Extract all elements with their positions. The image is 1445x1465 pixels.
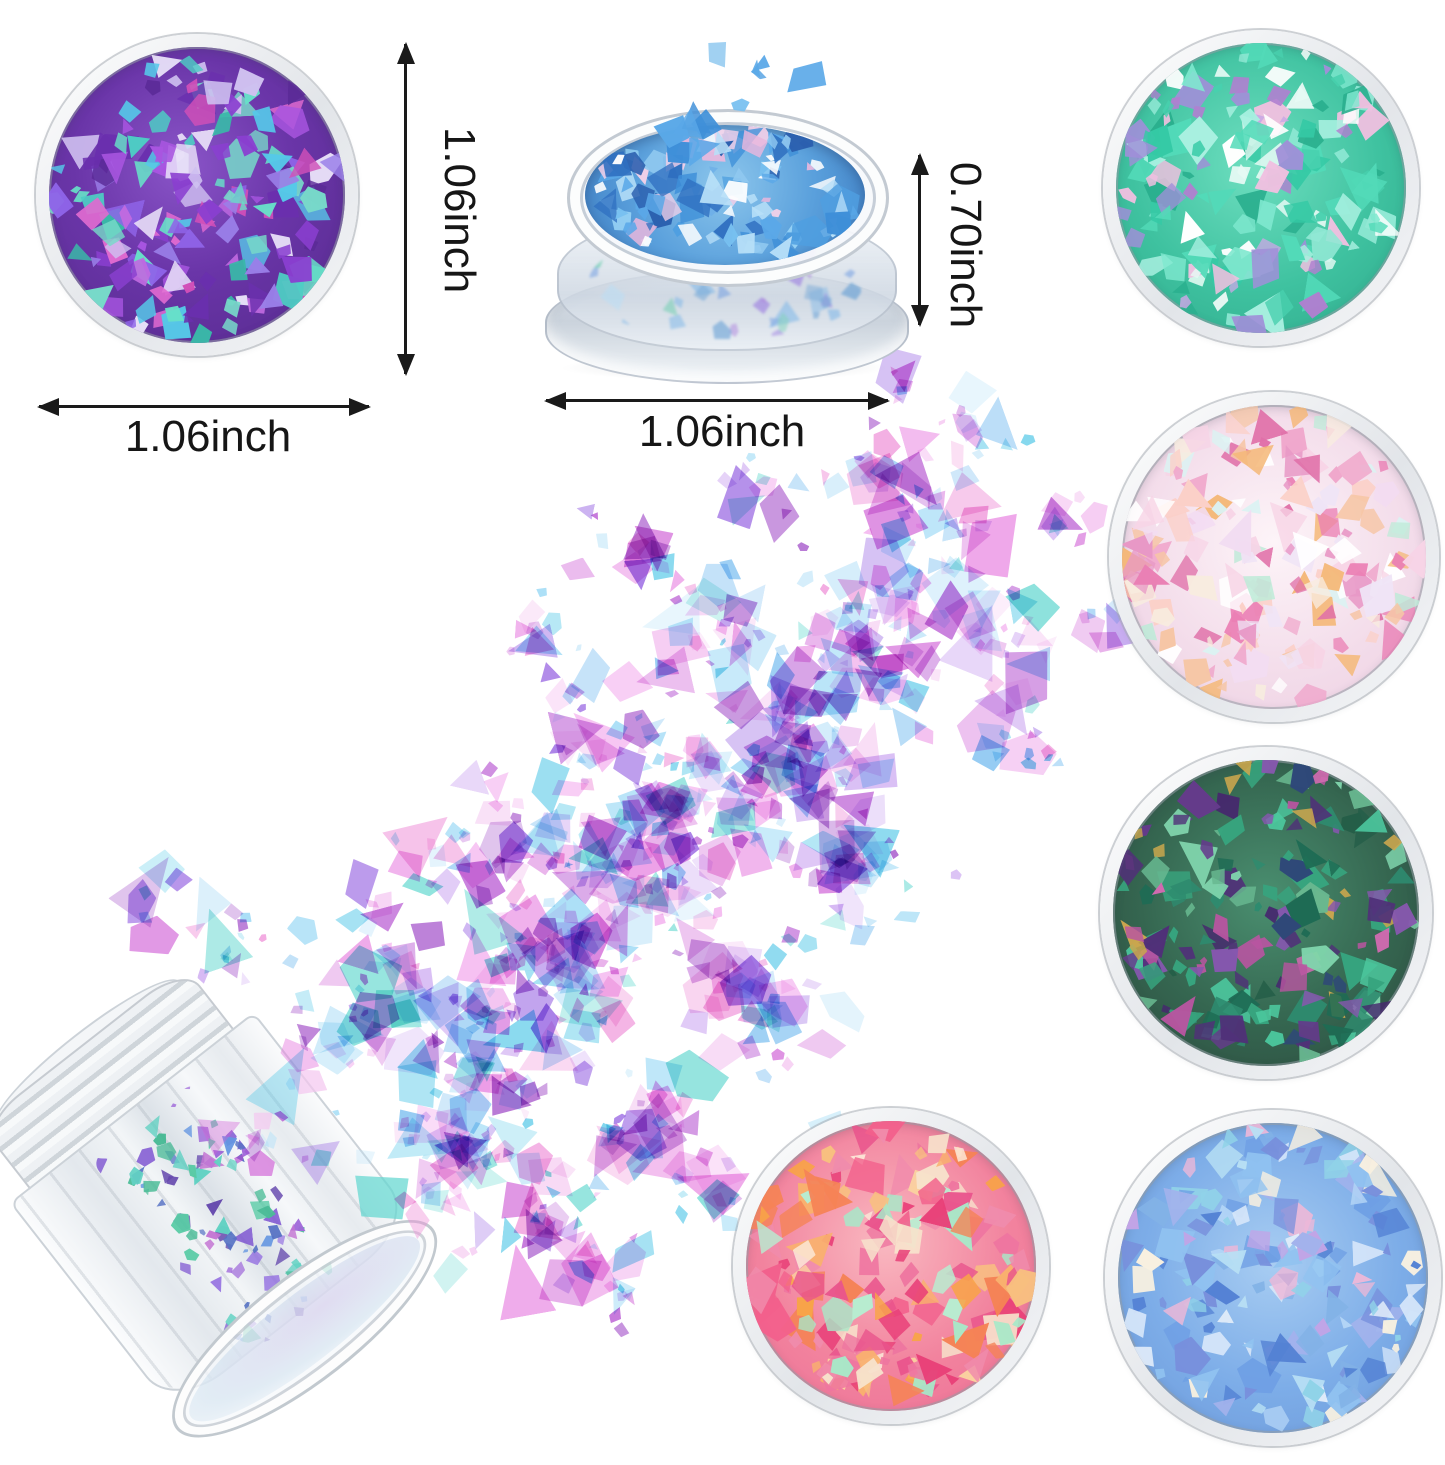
glitter-fill-pink-orange xyxy=(746,1121,1036,1411)
jar-top-diameter-label: 1.06inch xyxy=(124,412,292,461)
jar-side-height-label: 0.70inch xyxy=(941,161,990,329)
jar-side-diameter-label: 1.06inch xyxy=(638,407,806,456)
glitter-fill-white-pink xyxy=(1122,405,1426,709)
height-arrow-top-left-jar xyxy=(404,44,407,374)
diameter-arrow-top-left-jar xyxy=(39,405,369,408)
open-glitter-jar-side-view xyxy=(545,85,909,385)
glitter-jar-chameleon-green-purple xyxy=(1100,747,1432,1079)
glitter-heap-overflow xyxy=(640,51,820,151)
glitter-fill-green-purple xyxy=(1113,760,1419,1066)
glitter-fill-light-blue xyxy=(1118,1123,1428,1433)
glitter-jar-light-blue xyxy=(1105,1110,1441,1446)
glitter-fill-purple-teal xyxy=(49,47,345,343)
glitter-jar-pink-orange xyxy=(733,1108,1049,1424)
diameter-arrow-side-jar xyxy=(546,399,888,402)
jar-top-height-label: 1.06inch xyxy=(435,126,484,294)
glitter-jar-teal-green xyxy=(1103,30,1419,346)
glitter-fill-blue xyxy=(585,125,865,265)
glitter-jar-iridescent-white-pink xyxy=(1109,392,1439,722)
glitter-jar-top-view-purple-teal xyxy=(36,34,358,356)
tilted-spilling-jar xyxy=(0,948,466,1465)
glitter-fill-teal-green xyxy=(1116,43,1406,333)
height-arrow-side-jar xyxy=(918,155,921,325)
